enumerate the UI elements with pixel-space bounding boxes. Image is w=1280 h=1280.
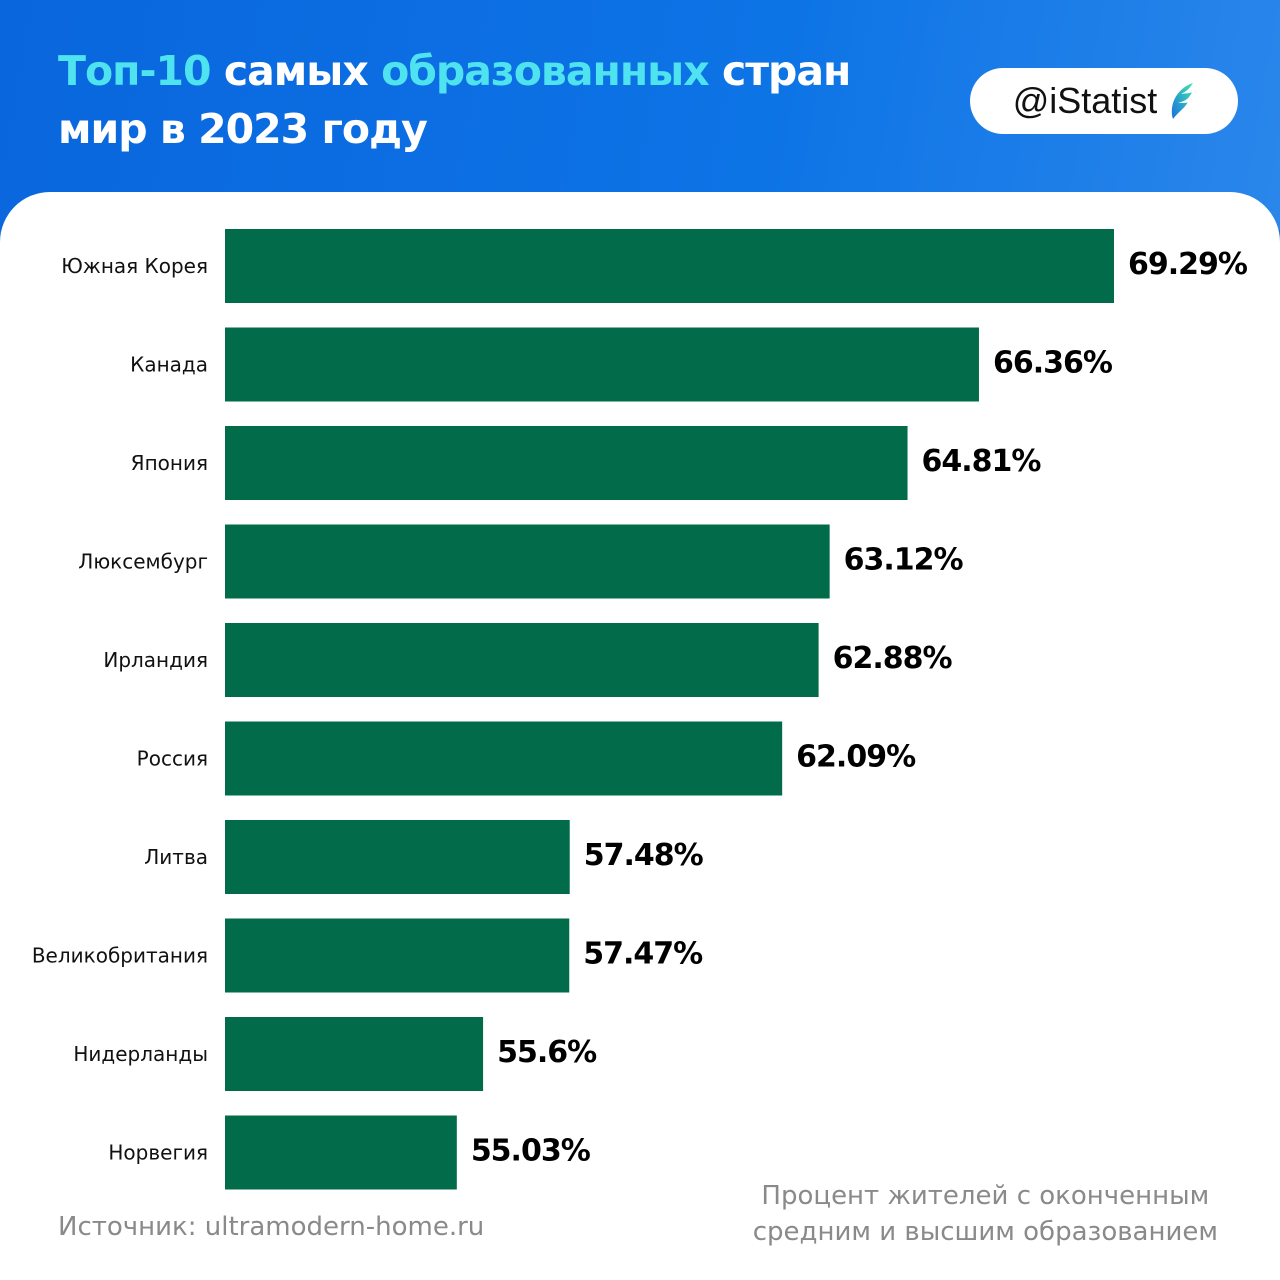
data-label: 64.81% — [922, 444, 1042, 479]
bar — [225, 623, 819, 697]
data-label: 63.12% — [844, 543, 964, 578]
category-label: Япония — [131, 451, 208, 475]
title-text: самых — [210, 47, 382, 95]
bar — [225, 721, 783, 796]
category-label: Люксембург — [78, 550, 208, 574]
feather-logo-icon — [1172, 83, 1194, 119]
bar — [225, 820, 570, 894]
bar — [225, 524, 830, 599]
data-label: 66.36% — [993, 346, 1113, 381]
title-highlight: Топ-10 — [58, 47, 212, 95]
title-highlight: образованных — [381, 47, 710, 95]
brand-name: @iStatist — [1012, 80, 1158, 121]
category-label: Великобритания — [32, 944, 208, 968]
title-text: стран — [708, 47, 851, 95]
header: Топ-10 самых образованных стран мир в 20… — [0, 0, 1280, 230]
category-label: Литва — [144, 845, 208, 869]
page-title: Топ-10 самых образованных стран мир в 20… — [58, 42, 851, 158]
data-label: 55.03% — [471, 1134, 591, 1169]
data-label: 57.48% — [584, 838, 704, 873]
category-label: Нидерланды — [73, 1042, 208, 1066]
category-label: Россия — [137, 747, 208, 771]
data-label: 57.47% — [583, 937, 703, 972]
bar — [225, 1115, 457, 1190]
note-line-1: Процент жителей с оконченным — [761, 1181, 1210, 1211]
category-label: Норвегия — [108, 1141, 208, 1165]
data-label: 69.29% — [1128, 247, 1248, 282]
title-line-2: мир в 2023 году — [58, 105, 428, 153]
note-line-2: средним и высшим образованием — [752, 1217, 1218, 1247]
data-label: 62.88% — [833, 641, 953, 676]
source-text: Источник: ultramodern-home.ru — [58, 1212, 485, 1242]
chart-note: Процент жителей с оконченным средним и в… — [753, 1178, 1218, 1250]
bar — [225, 327, 979, 402]
data-label: 62.09% — [796, 740, 916, 775]
brand-badge: @iStatist — [970, 68, 1238, 134]
category-label: Южная Корея — [61, 254, 208, 278]
category-label: Канада — [130, 353, 208, 377]
bar — [225, 426, 908, 500]
category-label: Ирландия — [103, 648, 208, 672]
bar — [225, 229, 1114, 303]
bar — [225, 918, 570, 993]
data-label: 55.6% — [497, 1035, 597, 1070]
bar — [225, 1017, 484, 1091]
